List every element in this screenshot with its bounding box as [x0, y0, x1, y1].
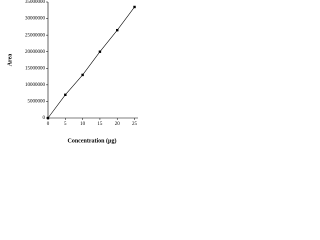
x-tick-label: 10: [80, 122, 86, 127]
point: [46, 116, 50, 120]
point: [116, 28, 119, 32]
y-tick-label: 10000000: [25, 83, 46, 88]
point: [81, 73, 84, 77]
y-tick-label: 30000000: [25, 17, 46, 22]
y-tick-label: 15000000: [25, 66, 46, 71]
x-tick-label: 20: [115, 122, 121, 127]
x-axis-title: Concentration (µg): [68, 137, 117, 144]
y-tick-label: 20000000: [25, 50, 46, 55]
y-axis-title: Area: [7, 54, 13, 67]
chart: Area Concentration (µg) 0 5000000 10000000…: [7, 0, 138, 144]
x-tick-label: 25: [132, 122, 138, 127]
point: [98, 50, 102, 53]
x-tick-label: 0: [47, 122, 50, 127]
point: [133, 5, 136, 9]
y-tick-label: 25000000: [25, 33, 46, 38]
trend-line: [47, 6, 135, 119]
y-tick-label: 35000000: [25, 0, 46, 5]
y-tick-label: 0: [43, 116, 46, 121]
x-tick-label: 5: [64, 122, 67, 127]
x-tick-label: 15: [97, 122, 103, 127]
point: [64, 93, 67, 96]
y-tick-label: 5000000: [28, 100, 46, 105]
